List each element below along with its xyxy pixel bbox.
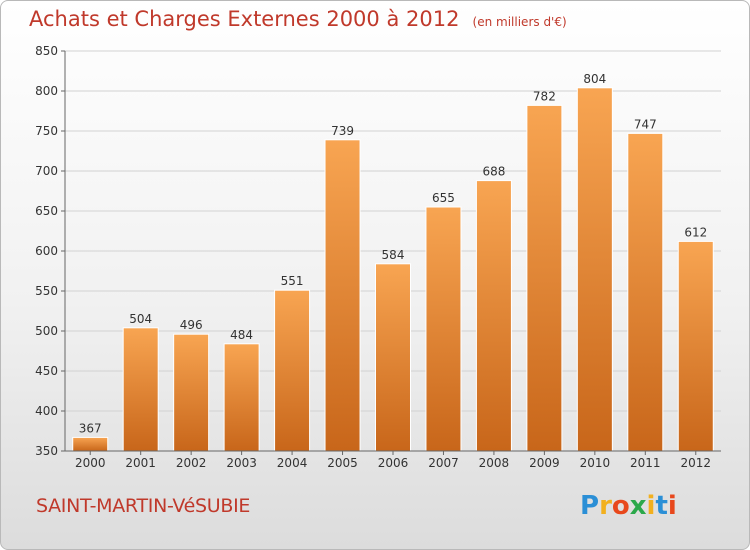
data-label-2001: 504: [129, 312, 152, 326]
data-label-2011: 747: [634, 117, 657, 131]
data-label-2009: 782: [533, 89, 556, 103]
x-tick-label-2010: 2010: [580, 456, 611, 470]
data-label-2010: 804: [583, 72, 606, 86]
bar-2002: [173, 333, 210, 452]
x-tick-label-2006: 2006: [378, 456, 409, 470]
bar-2003: [223, 343, 260, 452]
data-label-2000: 367: [79, 421, 102, 435]
y-tick-label: 500: [35, 324, 58, 338]
logo-letter: P: [580, 491, 600, 521]
y-tick-label: 800: [35, 84, 58, 98]
commune-name: SAINT-MARTIN-VéSUBIE: [36, 495, 251, 517]
bar-2005: [324, 139, 361, 452]
x-tick-label-2004: 2004: [277, 456, 308, 470]
y-tick-label: 400: [35, 404, 58, 418]
bars: [72, 87, 714, 452]
data-label-2006: 584: [382, 248, 405, 262]
logo-letter: i: [667, 491, 677, 521]
x-axis-ticks: 2000 2001 2002 2003 2004 2005 2006 2007 2008 2009…: [75, 451, 711, 470]
x-tick-label-2008: 2008: [479, 456, 510, 470]
y-axis-ticks: 350 400 450 500 550 600 650 700 750 800 850: [35, 44, 65, 458]
data-label-2004: 551: [281, 274, 304, 288]
data-label-2008: 688: [482, 165, 505, 179]
x-tick-label-2011: 2011: [630, 456, 661, 470]
logo-letter: r: [599, 491, 612, 521]
data-label-2003: 484: [230, 328, 253, 342]
y-tick-label: 350: [35, 444, 58, 458]
y-tick-label: 650: [35, 204, 58, 218]
chart-title-block: Achats et Charges Externes 2000 à 2012 (…: [29, 7, 567, 31]
bar-2009: [526, 104, 563, 452]
y-tick-label: 700: [35, 164, 58, 178]
data-label-2007: 655: [432, 191, 455, 205]
x-tick-label-2003: 2003: [226, 456, 257, 470]
proxiti-logo: Proxiti: [580, 491, 677, 521]
x-tick-label-2000: 2000: [75, 456, 106, 470]
logo-letter: i: [646, 491, 656, 521]
bar-2000: [72, 436, 109, 452]
logo-letter: o: [611, 491, 630, 521]
bar-2012: [677, 240, 714, 452]
bar-2001: [122, 327, 159, 452]
bar-2007: [425, 206, 462, 452]
data-labels: 367 504 496 484 551 739 584 655 688 782 804 747 612: [79, 72, 707, 436]
data-label-2002: 496: [180, 318, 203, 332]
chart-title: Achats et Charges Externes 2000 à 2012: [29, 7, 460, 31]
data-label-2005: 739: [331, 124, 354, 138]
logo-letter: t: [655, 491, 668, 521]
y-tick-label: 850: [35, 44, 58, 58]
bar-2011: [627, 132, 664, 452]
x-tick-label-2002: 2002: [176, 456, 207, 470]
y-tick-label: 750: [35, 124, 58, 138]
x-tick-label-2007: 2007: [428, 456, 459, 470]
bar-2004: [274, 289, 311, 452]
x-tick-label-2012: 2012: [680, 456, 711, 470]
bar-2006: [375, 263, 411, 452]
x-tick-label-2005: 2005: [327, 456, 358, 470]
chart-unit-note: (en milliers d'€): [472, 15, 567, 29]
logo-letter: x: [629, 491, 647, 521]
bar-2010: [576, 87, 613, 452]
y-tick-label: 600: [35, 244, 58, 258]
data-label-2012: 612: [684, 225, 707, 239]
bar-2008: [475, 180, 512, 452]
x-tick-label-2009: 2009: [529, 456, 560, 470]
y-tick-label: 550: [35, 284, 58, 298]
y-tick-label: 450: [35, 364, 58, 378]
x-tick-label-2001: 2001: [125, 456, 156, 470]
